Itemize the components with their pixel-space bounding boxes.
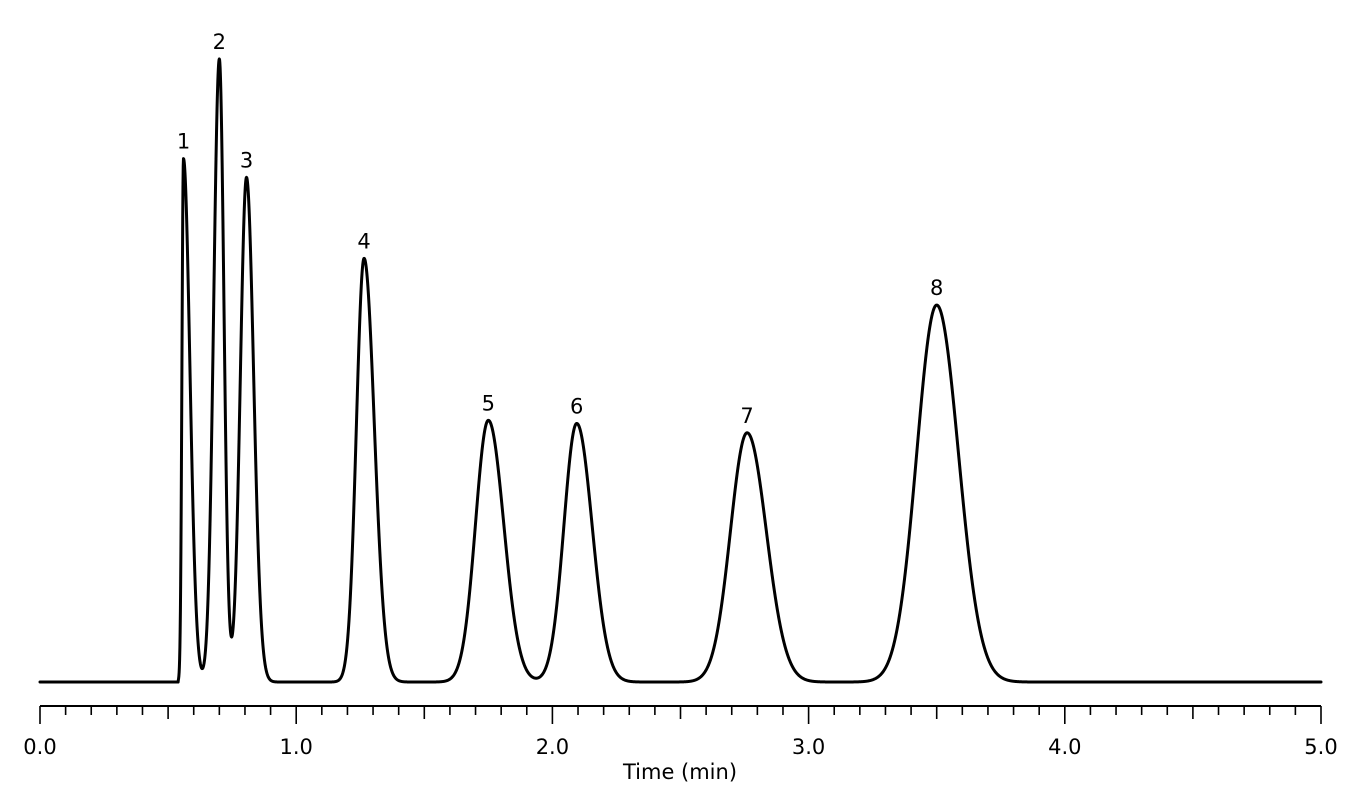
peak-label-8: 8 bbox=[930, 276, 943, 300]
trace-layer bbox=[38, 57, 1323, 684]
peak-label-7: 7 bbox=[740, 404, 753, 428]
peak-label-3: 3 bbox=[240, 148, 253, 172]
x-tick-label: 3.0 bbox=[792, 735, 825, 759]
peak-label-4: 4 bbox=[357, 229, 370, 253]
x-tick-label: 4.0 bbox=[1048, 735, 1081, 759]
x-tick-label: 0.0 bbox=[23, 735, 56, 759]
x-tick-label: 1.0 bbox=[279, 735, 312, 759]
x-axis-ticks: 0.0 1.0 2.0 3.0 4.0 5.0 bbox=[23, 706, 1338, 759]
chromatogram-trace bbox=[38, 57, 1323, 684]
peak-label-6: 6 bbox=[570, 395, 583, 419]
x-tick-label: 5.0 bbox=[1304, 735, 1337, 759]
peak-label-2: 2 bbox=[213, 30, 226, 54]
peak-label-1: 1 bbox=[177, 130, 190, 154]
peak-label-layer: 1 2 3 4 5 6 7 8 bbox=[177, 30, 944, 428]
peak-label-5: 5 bbox=[482, 391, 495, 415]
x-tick-label: 2.0 bbox=[536, 735, 569, 759]
x-axis-title: Time (min) bbox=[622, 760, 737, 784]
